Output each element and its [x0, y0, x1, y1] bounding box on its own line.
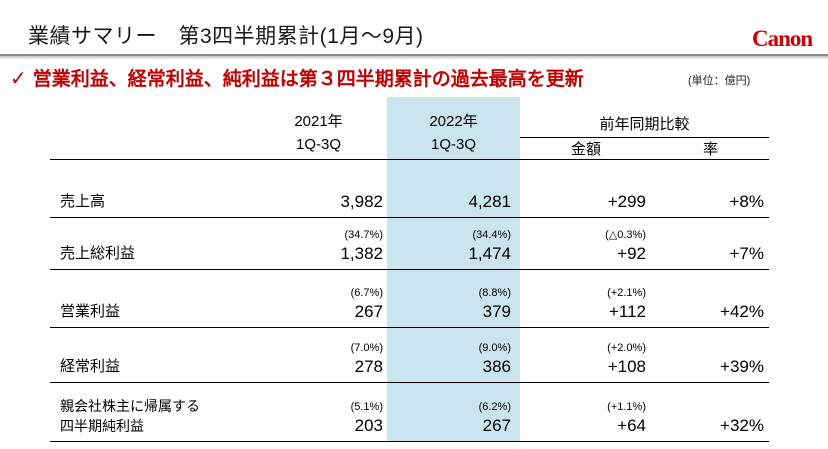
yoy-ratio-change: (△0.3%) [605, 229, 646, 241]
checkmark-icon: ✓ [10, 68, 27, 90]
fy2021-value: 203 [354, 416, 383, 435]
title-divider [0, 54, 828, 59]
header-fy2021-year: 2021年 [294, 113, 343, 130]
fy2022-value: 267 [482, 416, 511, 435]
header-fy2021-period: 1Q-3Q [295, 136, 341, 153]
fy2022-ratio: (34.4%) [472, 229, 511, 241]
fy2022-value: 386 [482, 357, 511, 376]
yoy-rate-value: +8% [729, 192, 765, 211]
page-title: 業績サマリー 第3四半期累計(1月～9月) [28, 25, 424, 48]
fy2021-value: 278 [354, 357, 383, 376]
row-label: 営業利益 [60, 303, 121, 320]
yoy-rate-value: +7% [729, 244, 765, 263]
fy2021-value: 267 [354, 302, 383, 321]
fy2022-value: 379 [482, 302, 511, 321]
row-label-line2: 四半期純利益 [60, 418, 144, 434]
header-fy2022: 2022年 1Q-3Q [387, 97, 520, 159]
header-fy2022-period: 1Q-3Q [430, 136, 476, 153]
header-yoy-amount: 金額 [570, 141, 601, 158]
yoy-amount-value: +64 [617, 416, 646, 435]
yoy-amount-value: +108 [607, 357, 646, 376]
header-fy2022-year: 2022年 [429, 113, 478, 130]
yoy-rate-value: +32% [720, 416, 764, 435]
unit-note: (単位：億円) [688, 75, 751, 87]
fy2022-ratio: (6.2%) [478, 401, 511, 413]
header-fy2021: 2021年 1Q-3Q [250, 97, 387, 159]
fy2022-ratio: (9.0%) [478, 342, 511, 354]
row-label: 売上高 [60, 193, 106, 210]
fy2021-ratio: (6.7%) [350, 287, 383, 299]
yoy-ratio-change: (+2.1%) [607, 287, 646, 299]
key-message: ✓ 営業利益、経常利益、純利益は第３四半期累計の過去最高を更新 [10, 64, 584, 91]
row-label: 売上総利益 [60, 245, 136, 262]
fy2022-value: 1,474 [468, 244, 511, 263]
row-label: 経常利益 [60, 358, 121, 375]
yoy-amount-value: +112 [608, 302, 646, 321]
header-yoy-rate: 率 [702, 141, 718, 158]
table-row-ordinary-profit: 経常利益 (7.0%) 278 (9.0%) 386 (+2.0%) +108 … [50, 328, 769, 383]
fy2021-ratio: (7.0%) [350, 342, 383, 354]
row-label-line1: 親会社株主に帰属する [60, 398, 200, 414]
fy2022-ratio: (8.8%) [478, 287, 511, 299]
fy2021-value: 1,382 [340, 244, 383, 263]
yoy-rate-value: +42% [720, 302, 764, 321]
header-label-spacer [50, 97, 250, 159]
yoy-ratio-change: (+1.1%) [607, 401, 646, 413]
table-row-gross-profit: 売上総利益 (34.7%) 1,382 (34.4%) 1,474 (△0.3%… [50, 218, 769, 270]
fy2021-value: 3,982 [340, 192, 383, 211]
fy2021-ratio: (5.1%) [350, 401, 383, 413]
table-row-net-sales: 売上高 3,982 4,281 +299 +8% [50, 160, 769, 218]
header-yoy-group: 前年同期比較 金額 率 [520, 97, 769, 159]
key-message-text: 営業利益、経常利益、純利益は第３四半期累計の過去最高を更新 [32, 69, 584, 90]
yoy-ratio-change: (+2.0%) [607, 342, 646, 354]
fy2022-value: 4,281 [468, 192, 511, 211]
yoy-rate-value: +39% [720, 357, 764, 376]
table-row-net-income: 親会社株主に帰属する 四半期純利益 (5.1%) 203 (6.2%) 267 … [50, 383, 769, 442]
table-row-operating-profit: 営業利益 (6.7%) 267 (8.8%) 379 (+2.1%) +112 … [50, 270, 769, 328]
table-header: 2021年 1Q-3Q 2022年 1Q-3Q 前年同期比較 金額 率 [50, 97, 769, 160]
header-yoy-title: 前年同期比較 [520, 97, 769, 138]
fy2021-ratio: (34.7%) [344, 229, 383, 241]
results-table: 2021年 1Q-3Q 2022年 1Q-3Q 前年同期比較 金額 率 売上高 [50, 97, 769, 442]
canon-logo: Canon [752, 26, 813, 51]
yoy-amount-value: +92 [617, 244, 646, 263]
yoy-amount-value: +299 [607, 192, 646, 211]
